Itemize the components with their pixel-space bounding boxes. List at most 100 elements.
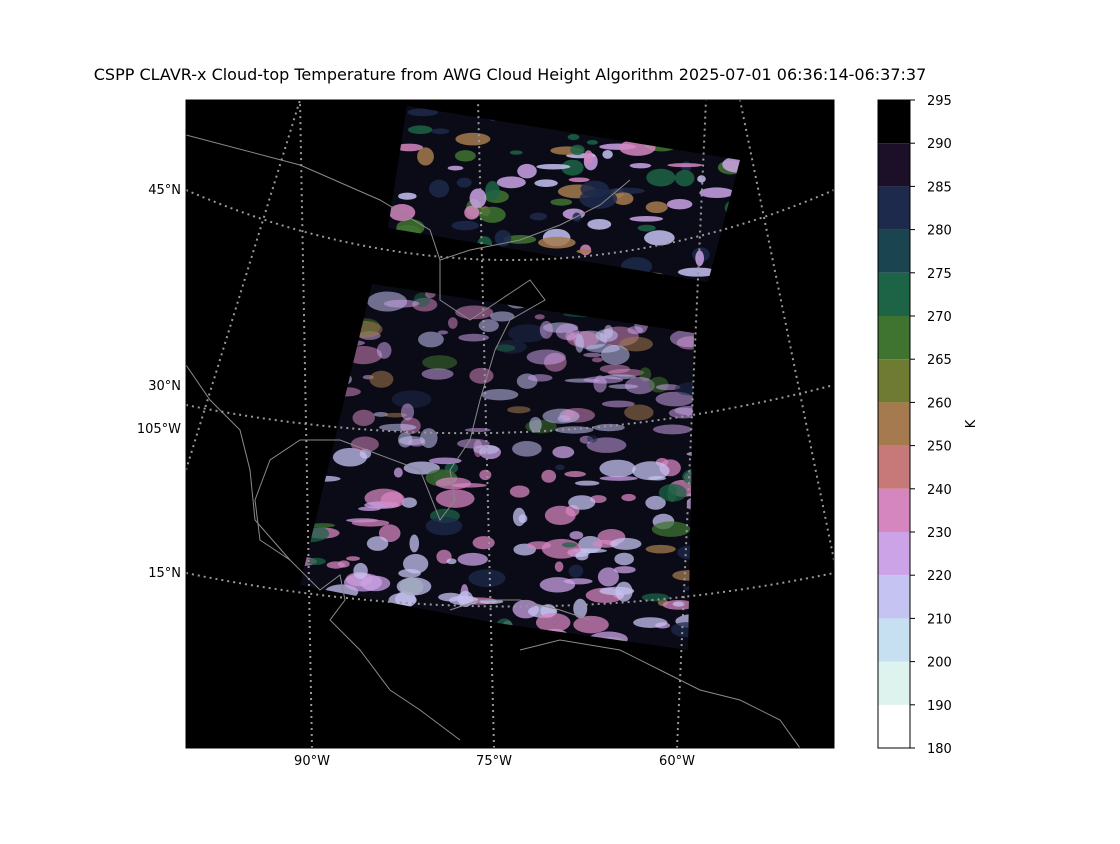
cloud-patch bbox=[468, 569, 506, 587]
cloud-patch bbox=[568, 495, 596, 510]
colorbar-bin bbox=[878, 316, 910, 360]
grid-line bbox=[739, 100, 834, 561]
cloud-patch bbox=[610, 537, 642, 550]
cloud-patch bbox=[526, 541, 552, 550]
cloud-patch bbox=[437, 330, 449, 335]
cloud-patch bbox=[641, 593, 670, 602]
cloud-patch bbox=[383, 299, 420, 308]
colorbar-tick-label: 190 bbox=[927, 699, 952, 714]
cloud-patch bbox=[579, 188, 618, 209]
colorbar-tick-label: 265 bbox=[927, 353, 952, 368]
colorbar-bin bbox=[878, 359, 910, 403]
cloud-patch bbox=[587, 218, 612, 230]
cloud-patch bbox=[494, 229, 512, 247]
cloud-patch bbox=[398, 192, 417, 200]
coast bbox=[186, 364, 291, 561]
cloud-patch bbox=[619, 336, 653, 352]
cloud-patch bbox=[481, 388, 519, 401]
cloud-patch bbox=[667, 163, 703, 168]
cloud-patch bbox=[633, 617, 668, 628]
cloud-patch bbox=[645, 544, 676, 554]
cloud-patch bbox=[667, 484, 677, 503]
cloud-patch bbox=[526, 349, 566, 365]
cloud-patch bbox=[529, 416, 542, 433]
cloud-patch bbox=[380, 491, 405, 508]
cloud-patch bbox=[395, 143, 424, 152]
cloud-patch bbox=[407, 125, 433, 135]
colorbar-bin bbox=[878, 618, 910, 662]
colorbar-bin bbox=[878, 402, 910, 446]
cloud-patch bbox=[672, 601, 685, 607]
cloud-patch bbox=[568, 564, 584, 578]
cloud-patch bbox=[655, 384, 681, 391]
cloud-patch bbox=[391, 390, 432, 409]
cloud-patch bbox=[541, 538, 581, 559]
cloud-patch bbox=[645, 201, 668, 214]
cloud-patch bbox=[655, 391, 695, 407]
cloud-patch bbox=[366, 536, 389, 551]
cloud-patch bbox=[603, 324, 613, 339]
lat-label: 15°N bbox=[148, 566, 181, 581]
cloud-patch bbox=[509, 150, 523, 155]
colorbar-bin bbox=[878, 186, 910, 230]
grid-line bbox=[299, 100, 313, 748]
cloud-patch bbox=[574, 480, 600, 486]
cloud-patch bbox=[408, 438, 426, 447]
cloud-patch bbox=[478, 319, 499, 332]
cloud-patch bbox=[564, 409, 575, 419]
cloud-patch bbox=[429, 179, 450, 198]
grid-line bbox=[186, 384, 834, 435]
cloud-patch bbox=[378, 423, 417, 432]
cloud-patch bbox=[469, 367, 494, 384]
cloud-patch bbox=[586, 140, 599, 145]
cloud-patch bbox=[653, 424, 692, 435]
cloud-patch bbox=[567, 134, 580, 141]
colorbar-bin bbox=[878, 488, 910, 532]
cloud-patch bbox=[396, 577, 432, 596]
colorbar-tick-label: 270 bbox=[927, 310, 952, 325]
cloud-patch bbox=[456, 177, 472, 188]
cloud-patch bbox=[438, 592, 463, 602]
cloud-patch bbox=[555, 323, 579, 341]
cloud-patch bbox=[469, 188, 487, 208]
cloud-patch bbox=[651, 521, 691, 537]
cloud-patch bbox=[586, 437, 627, 453]
cloud-patch bbox=[479, 206, 506, 223]
cloud-patch bbox=[629, 216, 664, 222]
cloud-patch bbox=[489, 311, 515, 322]
cloud-patch bbox=[561, 542, 577, 548]
cloud-patch bbox=[583, 150, 593, 164]
cloud-patch bbox=[352, 409, 375, 427]
border bbox=[186, 134, 631, 261]
cloud-patch bbox=[527, 374, 553, 382]
cloud-patch bbox=[536, 163, 571, 170]
cloud-patch bbox=[508, 324, 547, 343]
grid-line bbox=[186, 100, 301, 471]
cloud-patch bbox=[378, 524, 401, 543]
cloud-patch bbox=[428, 457, 462, 465]
colorbar-tick-label: 210 bbox=[927, 612, 952, 627]
cloud-patch bbox=[496, 176, 526, 189]
cloud-patch bbox=[464, 427, 491, 433]
cloud-patch bbox=[529, 212, 547, 221]
cloud-patch bbox=[601, 400, 635, 408]
colorbar-label: K bbox=[964, 419, 979, 428]
cloud-patch bbox=[599, 459, 636, 478]
cloud-patch bbox=[425, 517, 463, 536]
cloud-patch bbox=[552, 446, 575, 459]
colorbar-tick-label: 295 bbox=[927, 94, 952, 109]
cloud-patch bbox=[539, 320, 553, 339]
title: CSPP CLAVR-x Cloud-top Temperature from … bbox=[94, 65, 927, 84]
cloud-patch bbox=[534, 179, 558, 187]
cloud-patch bbox=[353, 562, 368, 579]
cloud-patch bbox=[599, 364, 631, 374]
cloud-patch bbox=[332, 447, 368, 467]
cloud-patch bbox=[674, 169, 695, 187]
cloud-patch bbox=[677, 267, 718, 277]
colorbar-tick-label: 275 bbox=[927, 267, 952, 282]
cloud-patch bbox=[479, 469, 492, 481]
cloud-patch bbox=[403, 461, 440, 475]
lon-label: 75°W bbox=[476, 754, 512, 769]
